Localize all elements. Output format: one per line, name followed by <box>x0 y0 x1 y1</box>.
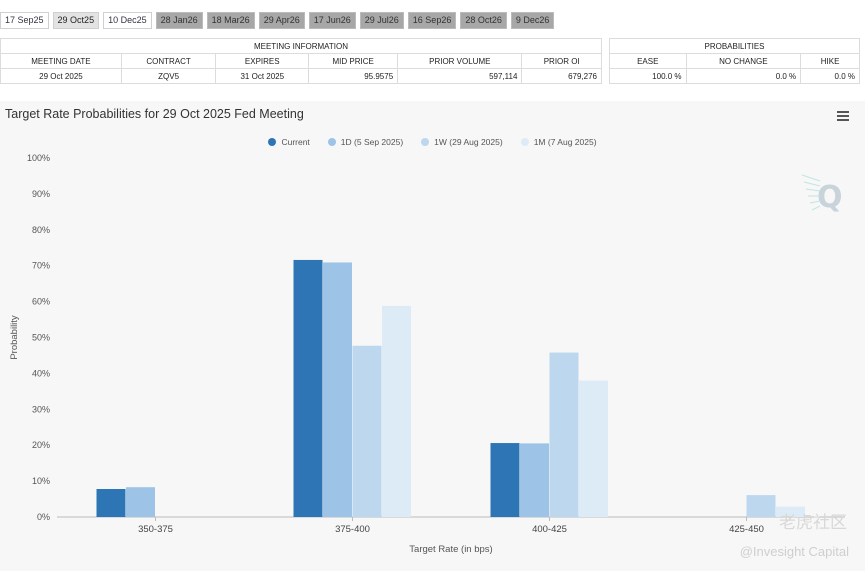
column-header: PRIOR VOLUME <box>397 53 523 69</box>
y-tick-label: 50% <box>32 333 50 343</box>
logo-stroke-icon <box>811 205 821 211</box>
meeting-tab[interactable]: 16 Sep26 <box>407 12 457 29</box>
x-tick-label: 425-450 <box>729 524 764 535</box>
meeting-tab[interactable]: 28 Oct26 <box>460 12 507 29</box>
table-cell: 0.0 % <box>800 68 860 84</box>
logo-q-icon: Q <box>817 180 843 215</box>
table-cell: 29 Oct 2025 <box>0 68 122 84</box>
column-header: NO CHANGE <box>685 53 802 69</box>
column-header: MEETING DATE <box>0 53 122 69</box>
meeting-tab[interactable]: 17 Sep25 <box>0 12 49 29</box>
probabilities-header: PROBABILITIES <box>609 38 860 54</box>
y-tick-label: 30% <box>32 404 50 414</box>
column-header: EXPIRES <box>215 53 310 69</box>
y-tick-label: 70% <box>32 261 50 271</box>
meeting-tab[interactable]: 29 Apr26 <box>258 12 305 29</box>
legend-swatch <box>520 138 529 146</box>
y-tick-label: 60% <box>32 297 50 307</box>
column-header: CONTRACT <box>120 53 217 69</box>
bar <box>776 506 805 517</box>
meeting-info-columns: MEETING DATE CONTRACT EXPIRES MID PRICE PRIO… <box>0 53 602 69</box>
y-tick-label: 40% <box>32 368 50 378</box>
meeting-tab[interactable]: 28 Jan26 <box>155 12 203 29</box>
x-tick-label: 350-375 <box>138 524 173 535</box>
probabilities-table: PROBABILITIES EASE NO CHANGE HIKE 100.0 % 0… <box>609 38 860 84</box>
meeting-tab[interactable]: 17 Jun26 <box>308 12 356 29</box>
x-tick-label: 400-425 <box>532 524 567 535</box>
meeting-info-row: 29 Oct 2025 ZQV5 31 Oct 2025 95.9575 597,114… <box>0 68 602 84</box>
chart-area: Target Rate Probabilities for 29 Oct 202… <box>0 101 865 571</box>
bar <box>293 259 323 517</box>
bar <box>490 443 520 517</box>
bar <box>520 443 549 517</box>
y-tick-label: 20% <box>32 440 50 450</box>
logo-stroke-icon <box>803 181 821 187</box>
meeting-tab[interactable]: 9 Dec26 <box>510 12 555 29</box>
legend-swatch <box>421 138 430 146</box>
legend-item[interactable]: Current <box>268 137 310 147</box>
bar <box>579 380 608 517</box>
logo-stroke-icon <box>805 188 821 192</box>
watermark-text: 老虎社区 <box>779 513 847 532</box>
bar <box>323 262 352 517</box>
meeting-info-header: MEETING INFORMATION <box>0 38 602 54</box>
logo-stroke-icon <box>809 200 821 204</box>
legend-label: 1D (5 Sep 2025) <box>340 137 404 147</box>
y-tick-label: 80% <box>32 225 50 235</box>
legend-label: Current <box>281 137 310 147</box>
bar <box>126 487 155 517</box>
bar <box>382 305 411 517</box>
x-tick-label: 375-400 <box>335 524 370 535</box>
table-cell: 597,114 <box>397 68 523 84</box>
column-header: MID PRICE <box>308 53 399 69</box>
legend-label: 1M (7 Aug 2025) <box>533 137 597 147</box>
legend-swatch <box>268 138 277 146</box>
chart-title: Target Rate Probabilities for 29 Oct 202… <box>5 107 304 121</box>
y-tick-label: 90% <box>32 189 50 199</box>
y-tick-label: 0% <box>37 512 50 522</box>
probabilities-row: 100.0 % 0.0 % 0.0 % <box>609 68 860 84</box>
y-tick-label: 100% <box>27 153 50 163</box>
column-header: EASE <box>609 53 687 69</box>
bar <box>549 352 579 517</box>
y-tick-label: 10% <box>32 476 50 486</box>
table-cell: 0.0 % <box>685 68 802 84</box>
logo-stroke-icon <box>801 174 821 182</box>
column-header: PRIOR OI <box>521 53 602 69</box>
legend-item[interactable]: 1W (29 Aug 2025) <box>421 137 503 147</box>
table-cell: 679,276 <box>521 68 602 84</box>
legend-swatch <box>327 138 336 146</box>
meeting-tab[interactable]: 18 Mar26 <box>206 12 255 29</box>
table-cell: ZQV5 <box>120 68 217 84</box>
y-axis-label: Probability <box>9 315 20 360</box>
x-axis-label: Target Rate (in bps) <box>409 544 492 555</box>
table-cell: 31 Oct 2025 <box>215 68 310 84</box>
probabilities-columns: EASE NO CHANGE HIKE <box>609 53 860 69</box>
meeting-tab[interactable]: 29 Oct25 <box>52 12 100 29</box>
legend-item[interactable]: 1D (5 Sep 2025) <box>327 137 404 147</box>
meeting-information-table: MEETING INFORMATION MEETING DATE CONTRACT… <box>0 38 602 84</box>
chart-legend: Current 1D (5 Sep 2025) 1W (29 Aug 2025) 1M… <box>0 137 865 147</box>
meeting-tab[interactable]: 10 Dec25 <box>103 12 152 29</box>
chart-menu-icon[interactable] <box>837 111 849 121</box>
bar <box>746 495 776 517</box>
bar <box>352 345 382 517</box>
meeting-tabs: 17 Sep25 29 Oct25 10 Dec25 28 Jan26 18 Mar26… <box>0 12 555 29</box>
legend-item[interactable]: 1M (7 Aug 2025) <box>520 137 597 147</box>
column-header: HIKE <box>800 53 860 69</box>
bar-chart: 0% 10% 20% 30% 40% 50% 60% 70% 80% 90% 100% 350-375… <box>9 153 845 555</box>
bar <box>96 488 126 517</box>
watermark-credit: @Invesight Capital <box>739 544 849 559</box>
meeting-tab[interactable]: 29 Jul26 <box>359 12 404 29</box>
table-cell: 95.9575 <box>308 68 399 84</box>
table-cell: 100.0 % <box>609 68 687 84</box>
legend-label: 1W (29 Aug 2025) <box>434 137 503 147</box>
